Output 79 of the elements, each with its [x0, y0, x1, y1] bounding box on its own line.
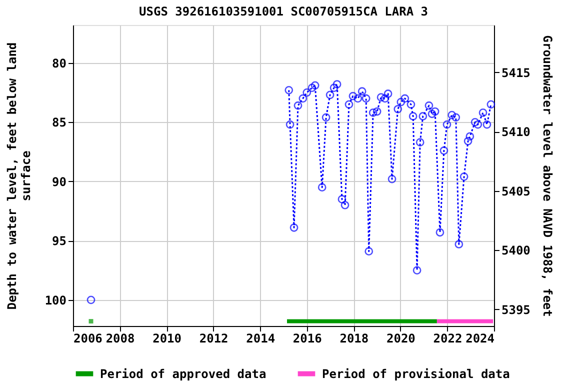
y-tick-label: 100: [44, 293, 66, 308]
y-tick-label: 80: [52, 56, 66, 70]
point: [474, 120, 482, 129]
point: [294, 101, 302, 110]
y-axis-title: Depth to water level, feet below land surface: [4, 42, 33, 310]
point: [418, 112, 428, 120]
point: [330, 84, 338, 92]
point: [436, 228, 444, 237]
y-tick-label: 95: [52, 234, 66, 248]
point: [408, 112, 418, 120]
point: [332, 80, 342, 88]
point: [412, 266, 422, 274]
x-tick-label: 2016: [292, 332, 322, 346]
x-tick-label: 2018: [340, 332, 369, 346]
y2-tick-label: 5410: [502, 125, 530, 140]
point: [442, 120, 452, 129]
x-tick-label: 2006: [74, 332, 102, 346]
x-tick-label: 2008: [106, 332, 135, 346]
point: [400, 94, 410, 103]
y-tick-label: 90: [52, 174, 66, 189]
point: [364, 247, 374, 256]
point: [396, 98, 406, 106]
point: [354, 94, 362, 103]
point: [308, 84, 316, 92]
y2-tick-label: 5400: [502, 244, 530, 258]
point: [368, 108, 378, 117]
point: [310, 81, 320, 90]
point: [452, 113, 460, 122]
x-tick-label: 2014: [246, 332, 276, 346]
point: [464, 136, 472, 146]
point: [416, 138, 424, 146]
point: [470, 118, 480, 126]
point: [302, 88, 312, 97]
point: [298, 94, 308, 103]
point: [394, 104, 402, 114]
x-tick-label: 2024: [466, 332, 494, 346]
y2-tick-label: 5415: [502, 66, 530, 80]
point: [428, 110, 436, 118]
point: [424, 101, 434, 110]
point: [290, 223, 298, 232]
point: [460, 172, 468, 181]
legend-label: Period of provisional data: [322, 366, 510, 381]
point: [318, 183, 326, 192]
point: [406, 100, 416, 109]
y2-axis-title: Groundwater level above NAVD 1988, feet: [540, 35, 554, 317]
chart-title: USGS 392616103591001 SC00705915CA LARA 3: [139, 4, 428, 18]
y2-tick-label: 5395: [502, 302, 530, 317]
point: [340, 200, 350, 210]
point: [348, 92, 358, 100]
point: [384, 90, 392, 98]
point: [286, 120, 294, 129]
point: [440, 146, 448, 155]
point: [380, 94, 390, 103]
point: [338, 195, 346, 204]
x-tick-label: 2010: [152, 332, 182, 346]
point: [376, 93, 386, 102]
x-tick-label: 2012: [199, 332, 228, 346]
y2-tick-label: 5405: [502, 184, 530, 198]
point: [430, 107, 440, 116]
point: [322, 113, 330, 122]
x-tick-label: 2022: [433, 332, 462, 346]
point: [454, 240, 464, 248]
point: [326, 90, 334, 100]
point: [86, 296, 96, 304]
point: [466, 132, 474, 141]
legend-label: Period of approved data: [100, 366, 266, 381]
x-tick-label: 2020: [386, 332, 416, 346]
point: [284, 86, 294, 94]
point: [388, 174, 396, 184]
point: [358, 87, 366, 96]
point: [88, 319, 94, 324]
y-tick-label: 85: [52, 116, 66, 130]
point: [478, 108, 488, 117]
point: [486, 100, 496, 109]
point: [344, 100, 354, 109]
point: [372, 107, 382, 116]
point: [482, 120, 492, 129]
point: [362, 94, 370, 103]
point: [448, 110, 456, 120]
